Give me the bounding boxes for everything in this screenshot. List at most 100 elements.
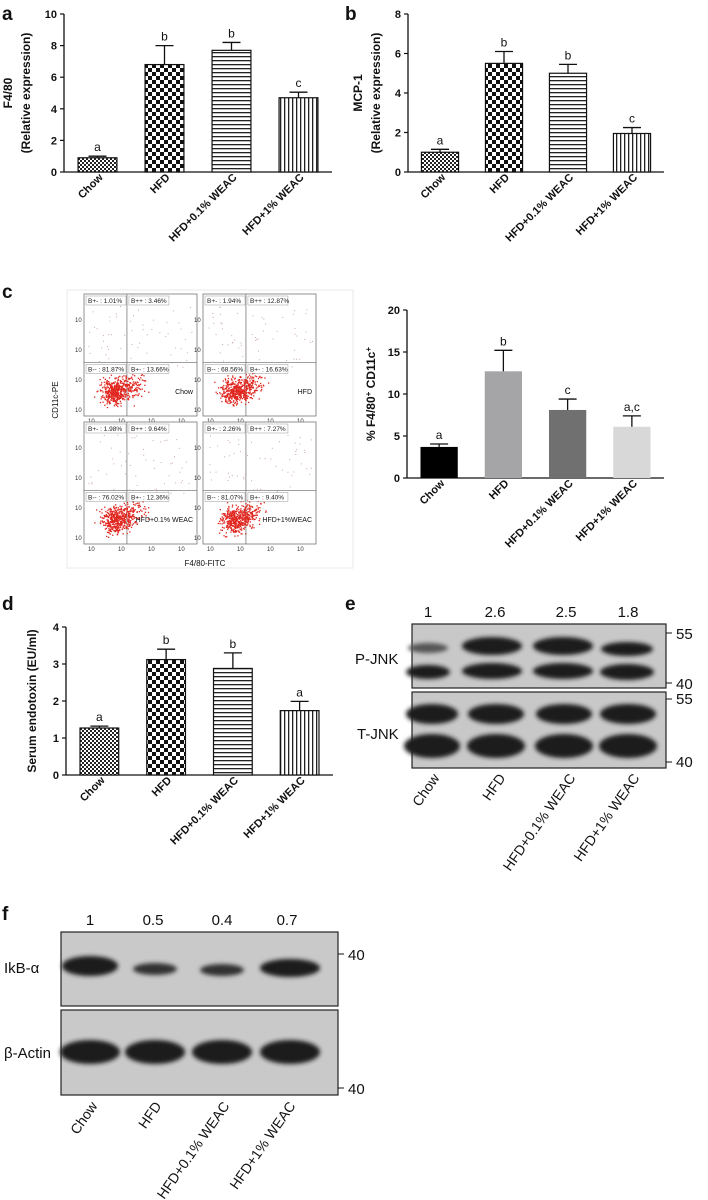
event-dot-sparse [174,456,175,458]
event-dot [131,387,133,389]
event-dot-sparse [103,435,105,436]
event-dot [260,377,262,379]
event-dot [104,404,106,406]
event-dot [228,505,230,508]
event-dot-sparse [170,354,172,356]
event-dot [134,504,136,506]
event-dot [141,510,143,512]
event-dot [132,510,134,512]
event-dot [116,512,118,514]
event-dot [134,517,136,519]
category-label-hfd-1-weac: HFD+1% WEAC [574,172,640,238]
event-dot-sparse [152,440,154,442]
event-dot-sparse [88,346,90,348]
event-dot [261,376,263,379]
band-pjnk-chow-lower [406,665,450,679]
event-dot [127,503,129,505]
event-dot [250,508,252,510]
flow-y-tick: 10 [194,506,201,512]
event-dot [130,386,132,388]
event-dot [134,522,136,524]
event-dot [237,387,239,389]
event-dot [247,521,249,523]
event-dot [234,377,236,379]
event-dot [258,385,260,387]
event-dot-sparse [309,341,311,343]
event-dot [228,397,230,399]
event-dot [141,388,143,390]
wb-e-marker-40b: 40 [676,754,693,771]
event-dot-sparse [260,488,262,490]
event-dot [232,382,234,384]
event-dot-sparse [240,342,242,344]
event-dot [141,374,144,376]
event-dot [132,507,134,509]
event-dot [108,389,110,391]
event-dot [224,513,226,515]
event-dot [256,505,258,507]
event-dot [115,515,117,518]
event-dot-sparse [152,319,154,321]
event-dot-sparse [310,467,312,469]
event-dot [122,398,124,401]
event-dot [106,380,108,382]
event-dot [110,513,113,515]
event-dot [111,527,113,529]
event-dot [248,504,251,506]
event-dot [116,403,118,405]
event-dot [235,391,238,393]
flow-plot-frame [202,421,317,545]
wb-f-marker-40a: 40 [348,947,365,964]
event-dot-sparse [289,459,291,461]
event-dot [233,383,235,385]
event-dot [110,514,113,516]
event-dot [124,521,127,523]
event-dot [235,511,237,513]
event-dot [231,391,233,394]
event-dot [237,390,240,392]
event-dot [250,513,252,515]
event-dot [129,513,131,515]
event-dot [113,397,115,399]
event-dot [255,384,258,386]
event-dot [123,527,125,529]
event-dot [121,390,123,392]
event-dot-sparse [229,476,230,478]
event-dot [256,514,258,516]
event-dot [247,395,249,397]
event-dot-sparse [212,361,214,363]
event-dot [128,525,130,528]
event-dot [99,516,102,518]
quadrant-value-ll: B-- : 68.56% [207,366,243,373]
event-dot [119,396,121,398]
event-dot [243,520,245,522]
event-dot [249,397,251,399]
event-dot-sparse [305,331,307,333]
event-dot [254,383,256,385]
event-dot [133,510,135,513]
event-dot [250,512,253,514]
event-dot [120,394,122,396]
event-dot [249,391,251,393]
event-dot-sparse [147,362,149,364]
quadrant-box-ur [247,423,289,434]
event-dot [235,513,237,515]
event-dot [232,522,234,524]
event-dot [125,385,127,387]
event-dot [245,399,247,402]
event-dot [231,513,233,515]
event-dot [136,523,138,525]
event-dot-sparse [128,453,130,455]
flow-y-label: CD11c-PE [51,381,60,418]
event-dot-sparse [130,320,132,322]
event-dot [247,376,249,378]
event-dot-sparse [303,449,305,451]
event-dot [123,517,125,519]
event-dot [144,384,146,386]
wb-f-bands [60,956,320,1064]
quadrant-value-ur: B++ : 12.87% [250,298,290,305]
event-dot [128,513,130,515]
event-dot [241,505,243,507]
